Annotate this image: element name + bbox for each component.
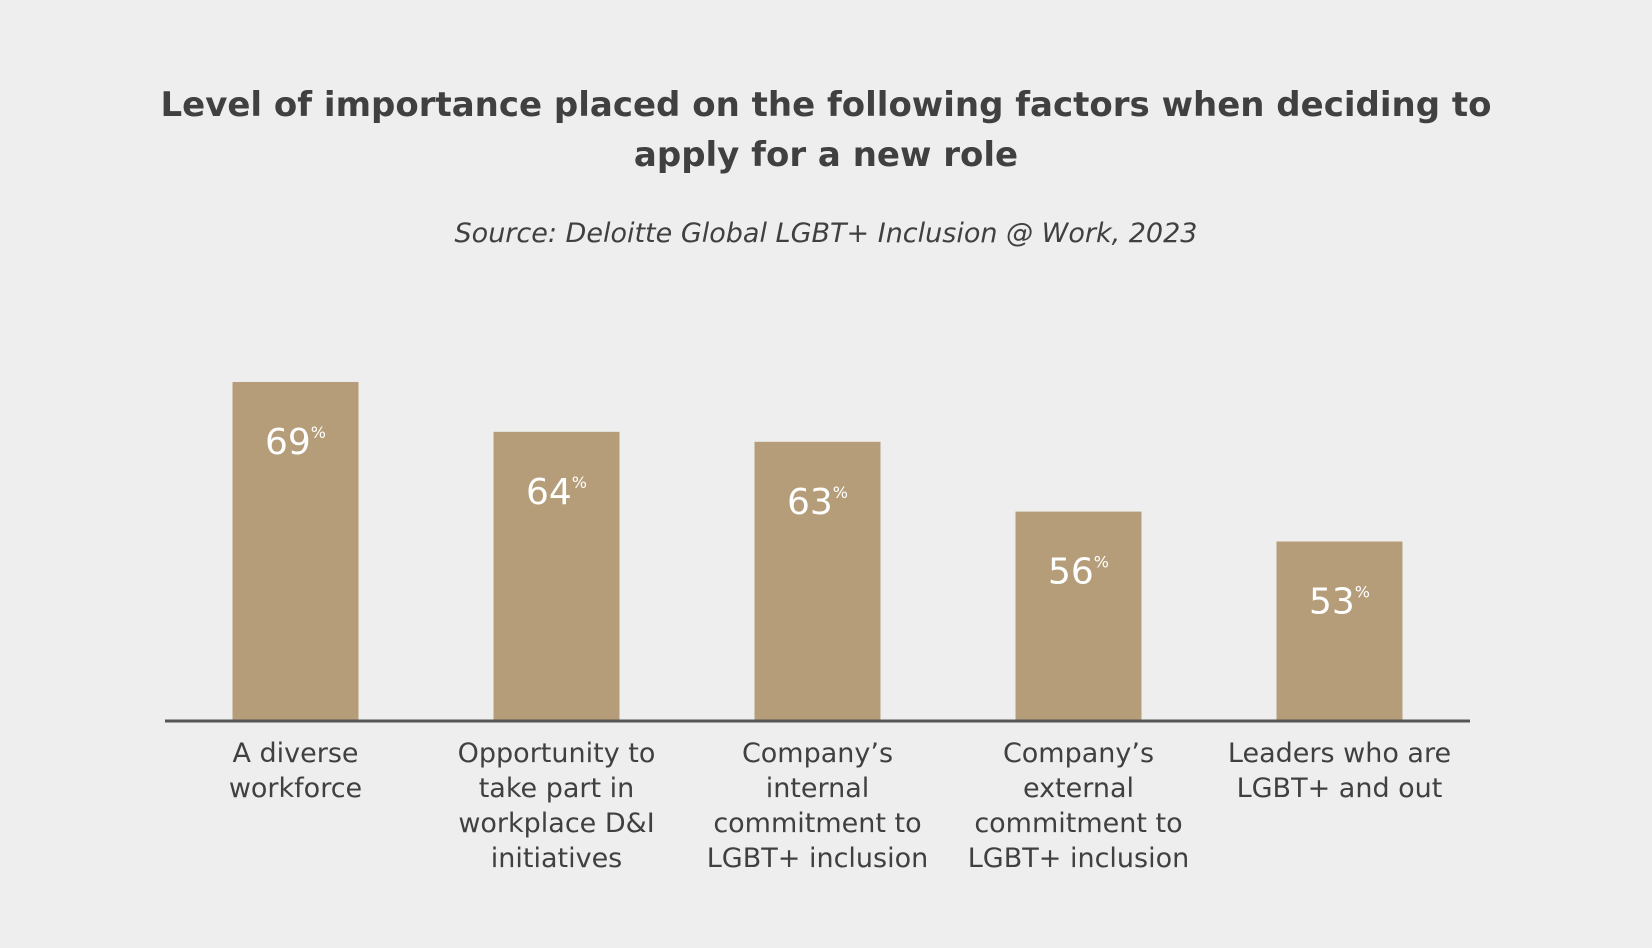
x-tick-label: Company’s external commitment to LGBT+ i… [967, 738, 1190, 874]
bar [754, 441, 881, 721]
value-label: 69% [265, 422, 326, 463]
chart-title: Level of importance placed on the follow… [160, 85, 1492, 175]
value-label: 53% [1309, 582, 1370, 623]
bar [1276, 541, 1403, 721]
x-tick-label: Leaders who are LGBT+ and out [1227, 738, 1452, 804]
x-tick-label: Company’s internal commitment to LGBT+ i… [706, 738, 929, 874]
x-tick-label: A diverse workforce [228, 738, 363, 804]
value-label: 63% [787, 482, 848, 523]
bar [493, 431, 620, 721]
chart-subtitle: Source: Deloitte Global LGBT+ Inclusion … [454, 218, 1198, 249]
bar [232, 381, 359, 721]
x-tick-label: Opportunity to take part in workplace D&… [457, 738, 656, 874]
value-label: 64% [526, 472, 587, 513]
value-label: 56% [1048, 552, 1109, 593]
bar [1015, 511, 1142, 721]
